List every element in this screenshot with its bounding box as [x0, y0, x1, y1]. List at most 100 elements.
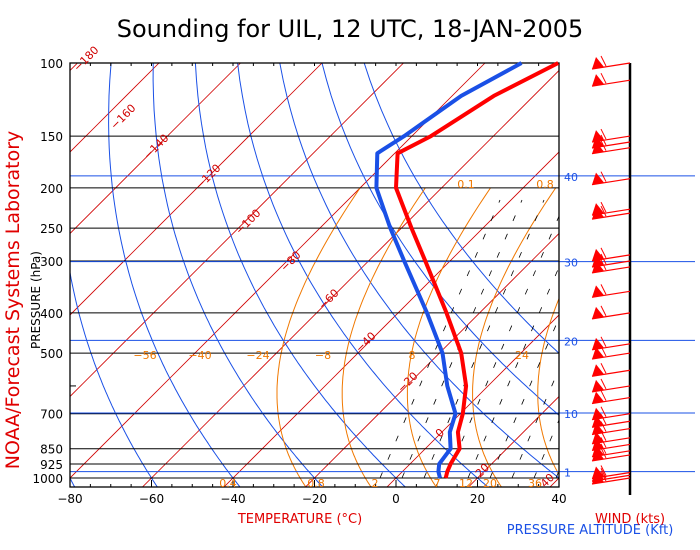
wind-barb-flag	[592, 306, 604, 319]
altitude-tick-label: 20	[564, 335, 578, 348]
isotherm-line	[468, 395, 559, 487]
y-axis-label: PRESSURE (hPa)	[29, 251, 43, 349]
wind-barb	[591, 55, 631, 70]
dry-adiabat-label: −60	[316, 287, 342, 313]
wind-barb-flag	[592, 347, 604, 360]
wind-barb	[591, 259, 631, 274]
wind-barb	[591, 447, 631, 462]
wind-barb-feather	[600, 414, 607, 425]
dry-adiabat-label: −100	[233, 207, 264, 238]
wind-barb	[591, 470, 631, 485]
mixing-ratio-label: 0.1	[457, 178, 475, 191]
moist-adiabat-line	[276, 187, 361, 487]
wind-barb	[591, 363, 631, 377]
wind-barb-feather	[600, 465, 607, 476]
mixing-ratio-line	[401, 199, 523, 479]
moist-adiabat-label: −24	[246, 349, 269, 362]
wind-barb	[591, 378, 631, 393]
wind-barb	[591, 390, 631, 405]
dry-adiabat-line	[279, 63, 559, 479]
mixing-ratio-label: 7	[434, 477, 441, 490]
wind-barb	[591, 205, 631, 220]
wind-barb-flag	[592, 207, 604, 220]
wind-barb-shaft	[591, 477, 631, 485]
wind-barb-flag	[592, 407, 604, 420]
x-tick-label: −20	[302, 492, 327, 506]
wind-barb-feather	[600, 443, 607, 455]
wind-barb-feather	[600, 390, 607, 401]
wind-barb-flag	[592, 285, 604, 298]
wind-barb-feather	[600, 363, 607, 374]
isotherm-line	[70, 63, 160, 153]
wind-barb-flag	[592, 260, 604, 273]
mixing-ratio-label: 0.8	[307, 477, 325, 490]
wind-barb-flag	[592, 431, 604, 444]
wind-barb-feather	[600, 378, 607, 390]
wind-barb-feather	[600, 205, 607, 217]
mixing-ratio-line	[489, 317, 559, 479]
plot-frame	[69, 62, 560, 488]
dry-adiabat-line	[152, 63, 323, 487]
pressure-tick-label: 400	[40, 307, 63, 321]
mixing-ratio-line	[533, 419, 559, 479]
moist-adiabat-line	[472, 187, 557, 487]
wind-barb-flag	[592, 415, 604, 428]
mixing-ratio-label: 20	[483, 477, 497, 490]
wind-barb	[591, 171, 631, 186]
wind-barb-feather	[600, 336, 607, 348]
wind-barb-feather	[600, 201, 607, 213]
wind-barb-feather	[600, 72, 607, 84]
wind-barb-shaft	[591, 385, 631, 393]
wind-barb-shaft	[591, 343, 631, 351]
wind-barb-shaft	[591, 427, 631, 436]
pressure-tick-label: 850	[40, 443, 63, 457]
wind-barb-shaft	[591, 454, 631, 462]
dry-adiabat-label: −160	[108, 102, 139, 133]
wind-barb-shaft	[591, 396, 631, 405]
wind-barb-shaft	[591, 266, 631, 274]
wind-barb	[591, 72, 631, 87]
pressure-tick-label: 150	[40, 130, 63, 144]
wind-barb-feather	[600, 253, 607, 265]
altitude-tick-label: 10	[564, 408, 578, 421]
wind-barb-feather	[600, 447, 607, 459]
moist-adiabat-label: 8	[409, 349, 416, 362]
wind-barb-shaft	[591, 178, 631, 186]
moist-adiabat-line	[341, 187, 426, 487]
wind-barb-feather	[600, 305, 607, 317]
chart-title: Sounding for UIL, 12 UTC, 18-JAN-2005	[117, 15, 584, 43]
wind-barb-flag	[592, 248, 604, 261]
x-tick-label: 20	[470, 492, 485, 506]
wind-barb-shaft	[591, 352, 631, 360]
wind-barb-feather	[600, 406, 607, 417]
wind-barb-shaft	[591, 312, 631, 320]
wind-barb-feather	[600, 470, 607, 482]
wind-barb-shaft	[591, 79, 631, 87]
wind-barb-feather	[600, 437, 607, 448]
wind-barb-feather	[600, 140, 607, 151]
wind-barb-flag	[592, 438, 604, 451]
dry-adiabat-label: −20	[395, 370, 421, 396]
wind-barb-flag	[592, 74, 604, 87]
wind-barb-feather	[600, 171, 607, 182]
wind-barb-feather	[600, 55, 607, 67]
wind-barb-flag	[592, 172, 604, 185]
wind-barb-flag	[592, 448, 604, 461]
wind-barb-shaft	[591, 62, 631, 70]
plot-area: 1001502002503004005007008509251000403020…	[32, 44, 695, 506]
wind-barb-shaft	[591, 290, 631, 298]
pressure-tick-label: 100	[40, 57, 63, 71]
sounding-line-dewpoint	[374, 61, 523, 479]
mixing-ratio-label: 2	[372, 477, 379, 490]
x-tick-label: 0	[392, 492, 400, 506]
side-label: NOAA/Forecast Systems Laboratory	[2, 131, 24, 469]
mixing-ratio-line	[445, 215, 559, 479]
isotherm-line	[70, 63, 323, 316]
wind-barb	[591, 140, 631, 155]
moist-adiabat-label: −8	[315, 349, 331, 362]
moist-adiabat-label: −56	[133, 349, 156, 362]
wind-barb-feather	[600, 468, 607, 479]
wind-barb	[591, 345, 631, 360]
isotherm-line	[70, 63, 242, 235]
mixing-ratio-label: 12	[459, 477, 473, 490]
